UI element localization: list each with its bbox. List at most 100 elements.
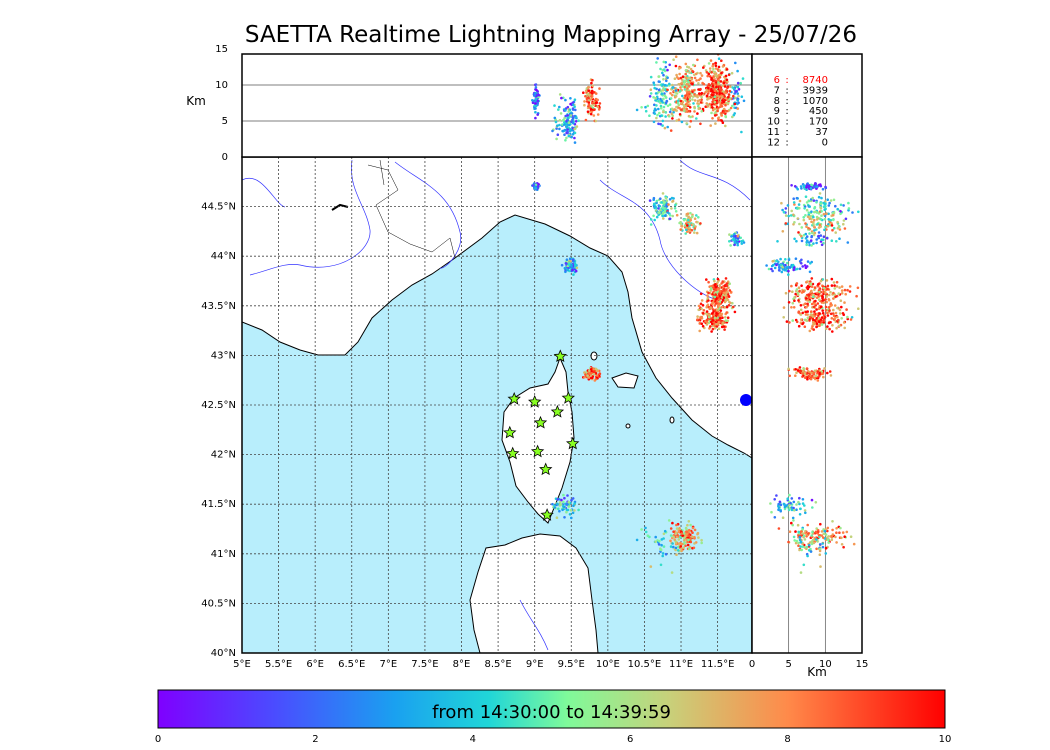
latitude-tick-label: 42.5°N [201,400,236,411]
altitude-lightning-point [535,88,538,92]
map-lightning-point [661,214,665,218]
map-lightning-point [648,199,652,202]
altitude-lightning-point [558,123,561,127]
longitude-tick-label: 9°E [526,659,544,670]
side-lightning-point [806,554,809,558]
map-lightning-point [669,527,673,530]
map-lightning-point [690,228,694,232]
altitude-lightning-point [714,61,717,65]
side-lightning-point [824,298,827,301]
map-lightning-point [679,545,683,548]
side-lightning-point [804,531,807,535]
side-lightning-point [823,217,827,221]
side-lightning-point [832,198,836,202]
map-lightning-point [675,523,678,527]
side-lightning-point [833,284,836,287]
altitude-lightning-point [583,100,586,103]
side-lightning-point [784,222,788,225]
station-star [540,508,554,521]
map-lightning-point [555,516,559,519]
side-lightning-point [792,306,796,309]
side-lightning-point [777,508,780,512]
altitude-lightning-point [697,104,700,108]
colorbar-tick-label: 8 [784,734,790,745]
side-lightning-point [837,324,841,328]
side-lightning-point [836,306,839,310]
altitude-lightning-point [711,100,714,104]
side-lightning-point [803,264,807,267]
altitude-lightning-point [682,109,686,112]
side-lightning-point [789,501,792,505]
side-lightning-point [816,283,820,286]
side-lightning-point [788,530,792,533]
station-count-n: 9 [774,106,780,117]
altitude-lightning-point [654,99,657,102]
side-lightning-point [779,257,782,261]
map-lightning-point [689,211,692,215]
altitude-lightning-point [566,105,570,109]
side-lightning-point [802,218,806,222]
side-lightning-point [776,240,779,243]
altitude-lightning-point [664,88,667,91]
map-lightning-point [644,530,648,534]
side-lightning-point [819,234,823,237]
altitude-lightning-point [740,130,743,134]
altitude-lightning-point [679,76,683,80]
side-lightning-point [793,266,796,269]
altitude-lightning-point [653,86,656,90]
map-lightning-point [640,528,643,531]
map-lightning-point [675,535,678,539]
altitude-lightning-point [662,60,666,64]
altitude-lightning-point [653,103,656,107]
side-lightning-point [821,299,824,302]
map-lightning-point [707,280,710,284]
map-lightning-point [686,212,690,215]
map-lightning-point [725,284,729,288]
map-grid [242,157,752,653]
side-lightning-point [810,210,813,213]
side-lightning-point [823,228,826,232]
altitude-lightning-point [718,92,722,95]
map-lightning-point [692,546,696,550]
side-lightning-point [835,240,838,243]
altitude-lightning-point [683,85,686,89]
altitude-lightning-point [720,114,723,117]
side-lightning-point [788,504,791,507]
map-lightning-point [558,509,561,513]
side-lightning-point [805,265,809,268]
side-lightning-point [788,493,791,497]
side-lightning-point [790,306,793,309]
map-lightning-point [587,375,590,379]
side-lightning-point [787,269,790,273]
side-lightning-point [846,241,850,244]
station-star [505,446,520,460]
map-lightning-point [696,318,699,321]
side-lightning-point [807,185,811,189]
side-lightning-point [810,217,813,221]
latitude-tick-label: 42°N [211,450,236,461]
altitude-lightning-point [571,116,575,120]
map-lightning-point [672,530,675,533]
side-lightning-point [771,269,774,273]
altitude-lightning-point [727,73,731,77]
map-lightning-point [724,319,728,322]
map-lightning-point [571,511,575,515]
altitude-lightning-point [678,113,682,116]
side-lightning-point [817,226,821,229]
altitude-lightning-point [679,89,682,93]
side-lightning-point [822,532,826,536]
side-lightning-point [779,509,782,513]
altitude-lightning-point [662,105,666,109]
altitude-lightning-point [585,97,589,101]
side-lightning-point [806,313,809,316]
station-star [533,415,548,429]
side-lightning-point [829,218,833,222]
altitude-lightning-point [566,116,570,119]
side-lightning-point [810,183,813,187]
side-lightning-point [818,288,822,291]
side-lightning-point [831,213,835,217]
altitude-lightning-point [668,103,672,106]
map-lightning-point [680,225,684,228]
side-lightning-point [799,540,803,544]
map-lightning-point [679,228,682,231]
